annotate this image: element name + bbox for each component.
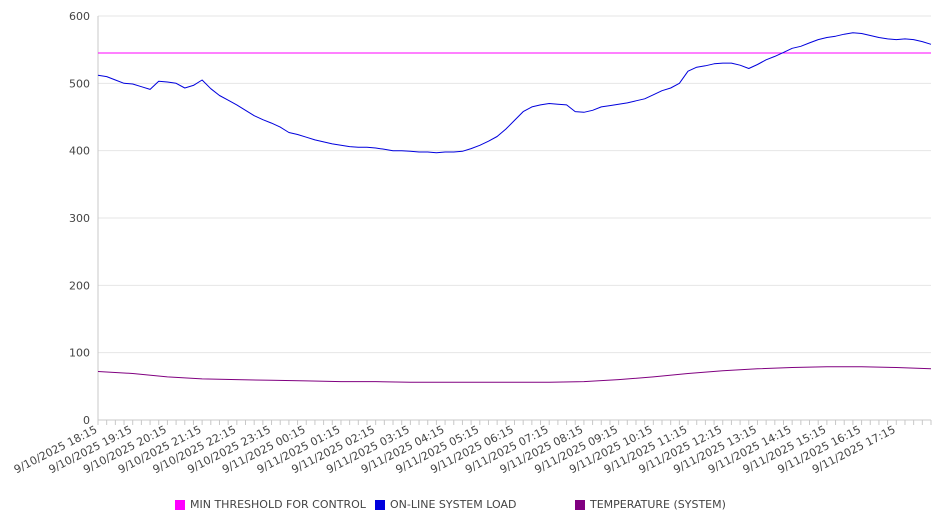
- chart-legend: MIN THRESHOLD FOR CONTROL ON-LINE SYSTEM…: [0, 498, 946, 516]
- legend-item-min-threshold[interactable]: MIN THRESHOLD FOR CONTROL: [175, 498, 366, 511]
- y-tick-label-300: 300: [69, 212, 90, 225]
- legend-label-temperature-system: TEMPERATURE (SYSTEM): [590, 498, 726, 511]
- legend-swatch-temperature-system: [575, 499, 585, 510]
- legend-swatch-online-system-load: [375, 499, 385, 510]
- legend-item-online-system-load[interactable]: ON-LINE SYSTEM LOAD: [375, 498, 516, 511]
- series-lines: [97, 32, 932, 383]
- y-tick-label-400: 400: [69, 145, 90, 158]
- legend-label-online-system-load: ON-LINE SYSTEM LOAD: [390, 498, 517, 511]
- legend-label-min-threshold: MIN THRESHOLD FOR CONTROL: [190, 498, 366, 511]
- y-tick-label-500: 500: [69, 77, 90, 90]
- series-line-on-line-system-load: [97, 32, 932, 154]
- y-tick-label-0: 0: [83, 414, 90, 427]
- y-tick-label-600: 600: [69, 10, 90, 23]
- x-axis-tick-labels: 9/10/2025 18:159/10/2025 19:159/10/2025 …: [12, 423, 898, 476]
- legend-item-temperature-system[interactable]: TEMPERATURE (SYSTEM): [575, 498, 726, 511]
- y-tick-label-200: 200: [69, 279, 90, 292]
- legend-swatch-min-threshold: [175, 499, 185, 510]
- grid-lines: [98, 15, 931, 354]
- axes: [97, 16, 932, 425]
- y-axis-tick-labels: 0 100 200 300 400 500 600: [69, 10, 90, 427]
- y-tick-label-100: 100: [69, 347, 90, 360]
- series-line-temperature-system: [97, 366, 932, 383]
